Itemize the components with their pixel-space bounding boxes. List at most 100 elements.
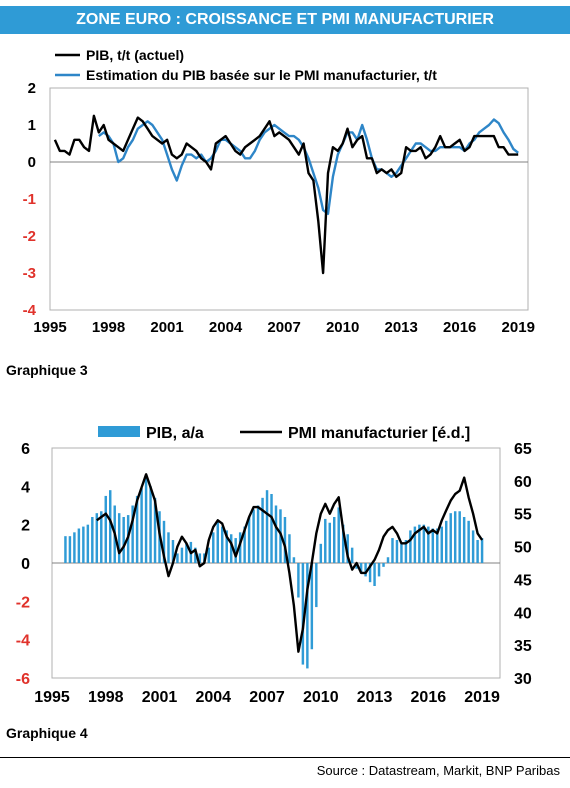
bar-gdp-yoy — [386, 557, 390, 563]
bar-gdp-yoy — [149, 486, 152, 563]
bar-gdp-yoy — [409, 530, 412, 563]
bar-gdp-yoy — [216, 520, 219, 563]
x-tick-label: 2010 — [326, 319, 359, 336]
bar-gdp-yoy — [476, 540, 479, 563]
bar-gdp-yoy — [194, 547, 197, 563]
bar-gdp-yoy — [256, 505, 260, 563]
bar-gdp-yoy — [167, 532, 170, 563]
bar-gdp-yoy — [346, 534, 349, 563]
x-tick-label: 2007 — [249, 689, 285, 706]
bar-gdp-yoy — [328, 522, 331, 563]
bar-gdp-yoy — [270, 494, 273, 563]
chart-gdp-qoq: 2 1 0 -1 -2 -3 -4 1995 1998 2001 2004 2007 2010 2013… — [23, 47, 535, 336]
plot-frame — [49, 87, 529, 311]
bar-gdp-yoy — [207, 547, 211, 563]
bar-gdp-yoy — [404, 540, 408, 563]
y-tick-label: 6 — [21, 441, 30, 458]
series-line-actual — [53, 114, 519, 275]
bar-gdp-yoy — [341, 524, 345, 563]
x-tick-label: 2013 — [384, 319, 417, 336]
y2-tick-label: 30 — [514, 671, 532, 688]
y-tick-label: 0 — [28, 154, 36, 171]
x-tick-label: 2001 — [150, 319, 183, 336]
bar-gdp-yoy — [171, 540, 175, 563]
bar-gdp-yoy — [377, 563, 381, 577]
x-tick-label: 1998 — [92, 319, 125, 336]
bar-gdp-yoy — [185, 543, 188, 563]
x-tick-label: 2019 — [502, 319, 535, 336]
bar-gdp-yoy — [382, 563, 385, 567]
bar-gdp-yoy — [364, 563, 367, 577]
y-tick-label: -1 — [23, 191, 36, 208]
bar-gdp-yoy — [373, 563, 376, 586]
bar-gdp-yoy — [95, 513, 99, 563]
legend-swatch-gdp-yoy — [98, 426, 140, 437]
bar-gdp-yoy — [440, 526, 443, 563]
y-tick-label: -4 — [16, 633, 30, 650]
bar-gdp-yoy — [315, 563, 318, 608]
y-tick-label: 4 — [21, 479, 30, 496]
bar-gdp-yoy — [238, 532, 242, 563]
bar-gdp-yoy — [337, 507, 340, 563]
bar-gdp-yoy — [391, 538, 394, 563]
bar-gdp-yoy — [252, 509, 255, 563]
bar-gdp-yoy — [229, 534, 233, 563]
y2-tick-label: 45 — [514, 572, 532, 589]
x-tick-label: 2001 — [142, 689, 178, 706]
bar-gdp-yoy — [462, 517, 466, 563]
bar-gdp-yoy — [292, 557, 296, 563]
bar-gdp-yoy — [350, 547, 354, 563]
y2-tick-label: 50 — [514, 540, 532, 557]
bar-gdp-yoy — [109, 490, 112, 563]
bar-gdp-yoy — [153, 497, 157, 563]
bar-gdp-yoy — [122, 517, 125, 563]
bar-gdp-yoy — [288, 534, 291, 563]
bar-gdp-yoy — [176, 553, 179, 563]
y-tick-label: -3 — [23, 265, 36, 282]
chart-caption-3: Graphique 3 — [6, 362, 88, 378]
y-tick-label: -4 — [23, 302, 37, 319]
bar-gdp-yoy — [68, 536, 72, 563]
bar-gdp-yoy — [310, 563, 314, 650]
bar-gdp-yoy — [436, 528, 439, 563]
bar-gdp-yoy — [297, 563, 300, 598]
legend-label-estimate: Estimation du PIB basée sur le PMI manuf… — [86, 67, 437, 83]
bar-gdp-yoy — [306, 563, 309, 669]
x-tick-label: 2007 — [267, 319, 300, 336]
y-tick-label: -6 — [16, 671, 30, 688]
x-tick-label: 1995 — [34, 689, 70, 706]
bar-gdp-yoy — [422, 524, 426, 563]
bar-gdp-yoy — [144, 476, 148, 563]
bar-gdp-yoy — [247, 517, 251, 563]
x-tick-label: 1998 — [88, 689, 124, 706]
bar-gdp-yoy — [359, 563, 363, 573]
bar-gdp-yoy — [333, 517, 336, 563]
bar-gdp-yoy — [301, 563, 305, 665]
x-tick-label: 2019 — [464, 689, 500, 706]
bar-gdp-yoy — [445, 520, 448, 563]
bar-gdp-yoy — [77, 528, 81, 563]
y2-tick-label: 35 — [514, 638, 532, 655]
y-tick-label: -2 — [16, 594, 30, 611]
bar-gdp-yoy — [368, 563, 372, 583]
x-tick-label: 2004 — [209, 319, 243, 336]
y-tick-label: 1 — [28, 117, 36, 134]
bar-gdp-yoy — [243, 526, 246, 563]
bar-gdp-yoy — [117, 513, 121, 563]
bar-gdp-yoy — [319, 543, 323, 563]
bar-gdp-yoy — [162, 520, 166, 563]
y2-tick-label: 40 — [514, 605, 532, 622]
legend-label-pmi: PMI manufacturier [é.d.] — [288, 425, 470, 442]
bar-gdp-yoy — [91, 517, 94, 563]
bar-gdp-yoy — [283, 517, 287, 563]
bar-gdp-yoy — [453, 511, 457, 563]
bar-gdp-yoy — [180, 547, 184, 563]
bar-gdp-yoy — [471, 530, 475, 563]
x-tick-label: 2004 — [195, 689, 231, 706]
y2-tick-label: 55 — [514, 507, 532, 524]
bar-gdp-yoy — [480, 538, 484, 563]
source-note: Source : Datastream, Markit, BNP Paribas — [316, 763, 560, 778]
bar-gdp-yoy — [131, 505, 134, 563]
y2-tick-label: 65 — [514, 441, 532, 458]
x-tick-label: 2013 — [357, 689, 393, 706]
